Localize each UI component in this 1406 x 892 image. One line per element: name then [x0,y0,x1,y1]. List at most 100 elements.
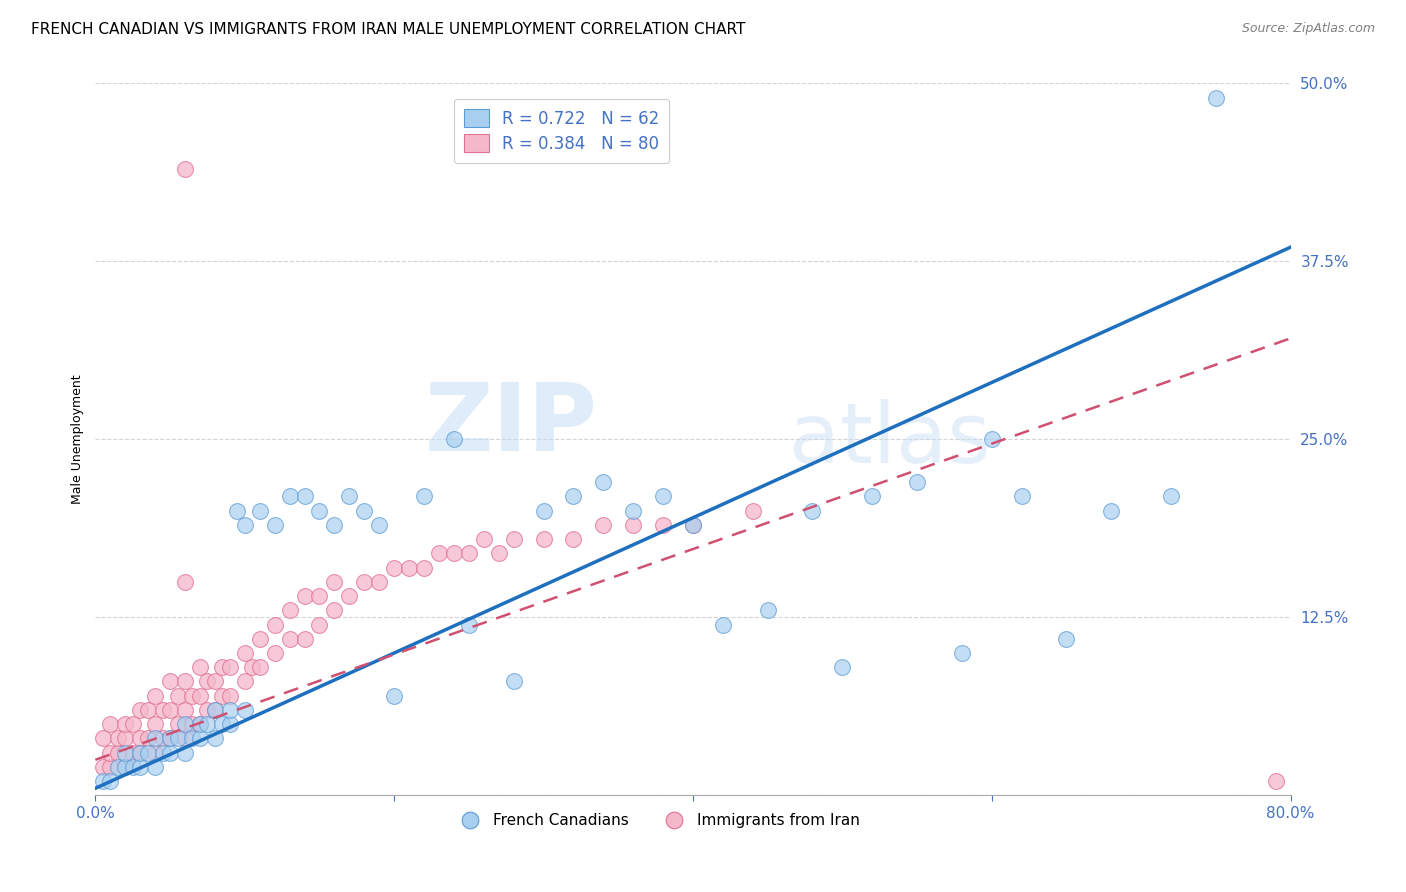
Point [129,731,152,746]
Point [143,717,166,731]
Point [368,517,391,532]
Point [204,703,226,717]
Text: ZIP: ZIP [425,379,598,471]
Point [218,703,240,717]
Point [308,589,330,603]
Point [174,717,197,731]
Point [488,546,510,560]
Point [129,703,152,717]
Point [98,717,121,731]
Point [188,717,211,731]
Point [159,703,181,717]
Point [337,589,360,603]
Legend: French Canadians, Immigrants from Iran: French Canadians, Immigrants from Iran [449,806,866,834]
Point [174,674,197,689]
Point [98,746,121,760]
Point [1160,489,1182,503]
Point [136,746,159,760]
Point [91,731,114,746]
Point [121,760,143,774]
Point [143,731,166,746]
Point [249,632,271,646]
Point [107,746,129,760]
Point [114,760,136,774]
Point [143,689,166,703]
Point [533,532,555,546]
Point [621,517,644,532]
Point [533,503,555,517]
Point [1099,503,1122,517]
Point [152,746,174,760]
Text: atlas: atlas [789,399,990,480]
Point [152,703,174,717]
Point [905,475,928,490]
Point [204,731,226,746]
Point [152,731,174,746]
Point [143,760,166,774]
Point [166,731,188,746]
Point [174,746,197,760]
Point [562,489,585,503]
Point [308,617,330,632]
Point [226,503,249,517]
Point [413,489,436,503]
Point [211,717,233,731]
Point [1264,774,1286,789]
Point [114,717,136,731]
Point [188,660,211,674]
Point [652,517,675,532]
Point [323,574,346,589]
Point [1056,632,1078,646]
Point [682,517,704,532]
Point [107,760,129,774]
Point [159,746,181,760]
Point [204,674,226,689]
Point [218,660,240,674]
Point [278,603,301,617]
Point [652,489,675,503]
Point [741,503,763,517]
Point [294,489,316,503]
Point [174,574,197,589]
Point [950,646,973,660]
Point [181,717,204,731]
Point [211,660,233,674]
Point [860,489,883,503]
Point [211,689,233,703]
Point [711,617,734,632]
Point [136,703,159,717]
Point [382,689,405,703]
Point [233,674,256,689]
Point [166,689,188,703]
Point [114,760,136,774]
Text: FRENCH CANADIAN VS IMMIGRANTS FROM IRAN MALE UNEMPLOYMENT CORRELATION CHART: FRENCH CANADIAN VS IMMIGRANTS FROM IRAN … [31,22,745,37]
Point [353,503,375,517]
Point [159,731,181,746]
Point [174,161,197,176]
Point [592,517,614,532]
Point [472,532,495,546]
Point [682,517,704,532]
Point [159,674,181,689]
Point [218,717,240,731]
Point [756,603,779,617]
Point [413,560,436,574]
Point [188,689,211,703]
Point [197,674,219,689]
Point [129,746,152,760]
Point [801,503,824,517]
Point [457,617,479,632]
Point [233,703,256,717]
Point [233,646,256,660]
Point [323,603,346,617]
Point [278,489,301,503]
Point [136,731,159,746]
Point [114,746,136,760]
Point [368,574,391,589]
Y-axis label: Male Unemployment: Male Unemployment [72,375,84,504]
Point [166,717,188,731]
Point [1205,91,1227,105]
Point [129,746,152,760]
Point [457,546,479,560]
Point [249,660,271,674]
